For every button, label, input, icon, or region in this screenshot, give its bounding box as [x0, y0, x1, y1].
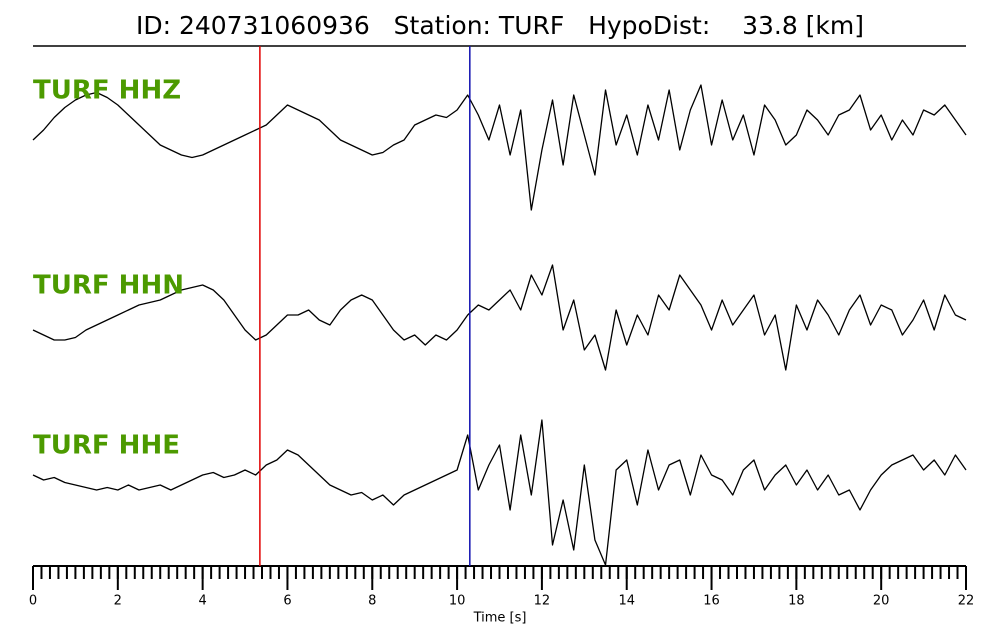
- x-tick-label: 16: [703, 594, 720, 609]
- x-tick-label: 6: [283, 594, 291, 609]
- trace-label: TURF HHE: [33, 431, 180, 461]
- x-axis-label: Time [s]: [473, 611, 527, 626]
- x-tick-label: 2: [114, 594, 122, 609]
- x-tick-label: 20: [873, 594, 890, 609]
- x-tick-label: 22: [958, 594, 975, 609]
- x-tick-label: 10: [449, 594, 466, 609]
- x-tick-label: 0: [29, 594, 37, 609]
- trace-label: TURF HHZ: [33, 76, 181, 106]
- waveform: [32, 419, 967, 566]
- x-tick-label: 12: [534, 594, 551, 609]
- x-tick-label: 4: [198, 594, 206, 609]
- x-tick-label: 18: [788, 594, 805, 609]
- waveform: [32, 84, 967, 211]
- waveform: [32, 264, 967, 371]
- x-tick-label: 8: [368, 594, 376, 609]
- x-tick-label: 14: [618, 594, 635, 609]
- trace-label: TURF HHN: [33, 271, 184, 301]
- chart-title: ID: 240731060936 Station: TURF HypoDist:…: [136, 11, 864, 40]
